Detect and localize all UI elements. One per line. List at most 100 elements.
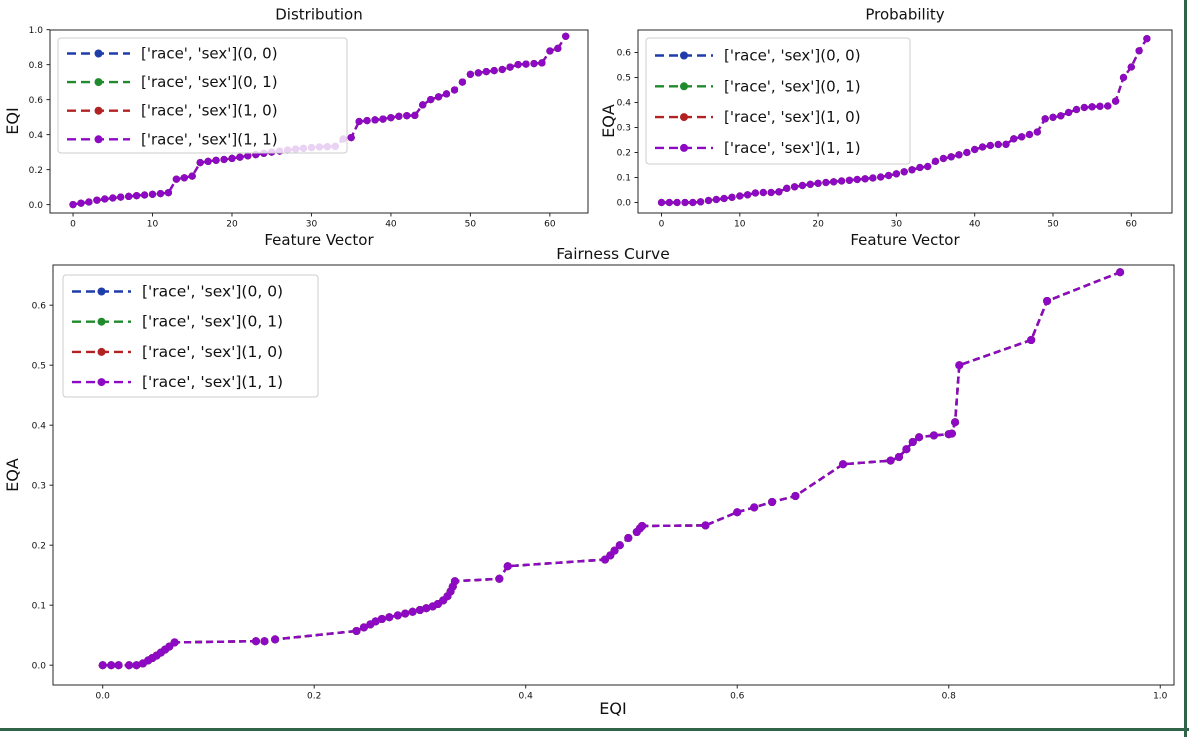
data-point bbox=[877, 173, 885, 181]
data-point bbox=[530, 60, 538, 68]
data-point bbox=[916, 163, 924, 172]
y-tick-label: 0.0 bbox=[32, 661, 47, 671]
data-point bbox=[498, 65, 506, 74]
data-point bbox=[114, 661, 123, 670]
legend-marker bbox=[94, 78, 103, 87]
data-point bbox=[720, 194, 728, 203]
y-tick-label: 0.2 bbox=[32, 541, 46, 551]
data-point bbox=[117, 193, 125, 201]
data-point bbox=[422, 604, 431, 613]
x-tick-label: 30 bbox=[891, 220, 903, 230]
x-tick-label: 0 bbox=[659, 220, 665, 230]
data-point bbox=[971, 145, 979, 154]
data-point bbox=[188, 172, 196, 180]
data-point bbox=[624, 534, 633, 542]
data-point bbox=[759, 188, 767, 197]
legend-box bbox=[62, 274, 319, 398]
x-tick-label: 50 bbox=[1047, 220, 1059, 230]
data-point bbox=[951, 418, 960, 427]
legend-item-1: ['race', 'sex'](0, 1) bbox=[72, 313, 283, 331]
y-axis-label: EQA bbox=[599, 104, 618, 138]
x-axis-label: Feature Vector bbox=[850, 231, 960, 249]
chart-fairness-curve: 0.0 0.2 0.4 0.6 0.8 1.0 0.0 0.1 0.2 0.3 0.4 0.5 0.6 [… bbox=[3, 245, 1175, 718]
x-tick-label: 0.0 bbox=[96, 692, 111, 702]
data-point bbox=[352, 627, 361, 635]
axis-ticks: 0 10 20 30 40 50 60 0.0 0.1 0.2 0.3 0.4 0.5 0.6 bbox=[617, 49, 1138, 230]
data-point bbox=[359, 623, 368, 632]
y-axis-label: EQA bbox=[3, 458, 22, 492]
chart-probability: 0 10 20 30 40 50 60 0.0 0.1 0.2 0.3 0.4 0.5 0.6 ['race… bbox=[599, 6, 1173, 249]
data-point bbox=[806, 180, 814, 188]
legend-label: ['race', 'sex'](1, 0) bbox=[724, 108, 861, 126]
data-point bbox=[482, 68, 490, 76]
data-point bbox=[1116, 268, 1125, 277]
x-axis-label: Feature Vector bbox=[264, 231, 374, 249]
data-point bbox=[172, 175, 180, 183]
y-tick-label: 0.6 bbox=[617, 49, 632, 59]
legend-marker bbox=[680, 82, 688, 91]
legend-item-1: ['race', 'sex'](0, 1) bbox=[67, 73, 278, 91]
data-point bbox=[1127, 63, 1135, 71]
data-point bbox=[657, 198, 666, 207]
x-tick-label: 20 bbox=[226, 220, 238, 230]
data-point bbox=[712, 195, 720, 204]
y-tick-label: 0.0 bbox=[29, 201, 44, 211]
legend-label: ['race', 'sex'](1, 1) bbox=[724, 139, 861, 157]
data-point bbox=[869, 174, 877, 182]
data-point bbox=[442, 90, 451, 98]
y-tick-label: 0.6 bbox=[32, 301, 47, 311]
data-point bbox=[538, 59, 546, 67]
legend-label: ['race', 'sex'](0, 0) bbox=[724, 47, 861, 65]
data-point bbox=[347, 134, 355, 142]
legend-label: ['race', 'sex'](1, 0) bbox=[142, 343, 283, 361]
data-point bbox=[791, 492, 800, 500]
data-point bbox=[1027, 336, 1036, 344]
data-point bbox=[522, 60, 530, 68]
data-point bbox=[236, 153, 244, 161]
data-point bbox=[252, 637, 260, 646]
data-point bbox=[767, 188, 775, 197]
data-point bbox=[736, 192, 744, 200]
data-point bbox=[798, 181, 807, 190]
data-point bbox=[387, 114, 395, 122]
y-tick-label: 0.4 bbox=[32, 421, 47, 431]
data-point bbox=[728, 193, 736, 201]
data-point bbox=[401, 609, 410, 618]
data-point bbox=[1112, 97, 1120, 105]
data-point bbox=[244, 152, 252, 160]
data-point bbox=[1049, 113, 1057, 121]
x-tick-label: 10 bbox=[147, 220, 159, 230]
data-point bbox=[1065, 108, 1073, 117]
legend-item-2: ['race', 'sex'](1, 0) bbox=[67, 102, 278, 120]
data-point bbox=[1143, 35, 1151, 43]
x-tick-label: 0.6 bbox=[730, 692, 745, 702]
y-axis-label: EQI bbox=[3, 107, 22, 134]
data-point bbox=[1119, 73, 1128, 82]
data-point bbox=[419, 101, 427, 109]
legend-label: ['race', 'sex'](0, 1) bbox=[724, 77, 861, 95]
data-point bbox=[69, 201, 77, 209]
data-point bbox=[355, 117, 363, 126]
data-series bbox=[98, 268, 1125, 670]
data-point bbox=[638, 522, 647, 530]
y-tick-label: 1.0 bbox=[29, 26, 44, 36]
x-tick-label: 0 bbox=[70, 220, 76, 230]
series-markers-3 bbox=[657, 35, 1151, 207]
x-tick-label: 0.2 bbox=[307, 692, 321, 702]
data-point bbox=[450, 577, 459, 586]
data-point bbox=[814, 179, 822, 187]
data-point bbox=[994, 140, 1002, 149]
data-point bbox=[562, 32, 570, 40]
data-point bbox=[1043, 297, 1052, 305]
data-point bbox=[885, 171, 893, 180]
data-point bbox=[101, 195, 109, 203]
legend-item-0: ['race', 'sex'](0, 0) bbox=[67, 45, 278, 63]
plot-frame bbox=[52, 264, 1175, 686]
legend-item-3: ['race', 'sex'](1, 1) bbox=[655, 139, 861, 157]
data-point bbox=[822, 178, 830, 187]
legend-item-2: ['race', 'sex'](1, 0) bbox=[655, 108, 861, 126]
data-point bbox=[408, 607, 417, 616]
data-point bbox=[204, 157, 212, 165]
data-point bbox=[681, 198, 689, 207]
x-tick-label: 40 bbox=[385, 220, 397, 230]
